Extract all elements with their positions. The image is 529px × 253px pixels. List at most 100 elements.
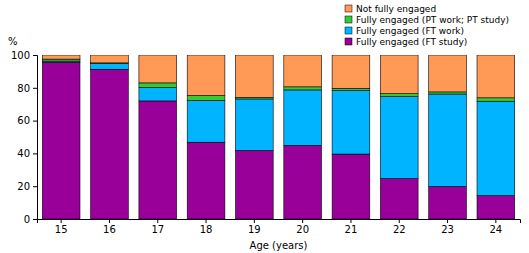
y-tick-label: 0 [24, 214, 30, 225]
bar-segment [139, 55, 177, 83]
x-tick: 18 [200, 219, 213, 235]
bar-segment [284, 145, 322, 219]
y-tick-mark [33, 121, 37, 122]
legend-label: Fully engaged (FT work) [356, 26, 464, 36]
x-tick: 16 [103, 219, 116, 235]
bar-segment [429, 92, 467, 94]
x-axis: 15 16 17 18 19 20 21 22 23 24 [38, 219, 521, 235]
bar-segment [284, 87, 322, 90]
bar-segment [91, 64, 129, 70]
x-tick: 23 [441, 219, 454, 235]
x-tick: 22 [393, 219, 406, 235]
bar-segment [380, 94, 418, 97]
bar-segment [477, 196, 515, 219]
legend: Not fully engagedFully engaged (PT work;… [345, 4, 509, 47]
legend-item: Fully engaged (FT work) [345, 26, 464, 36]
bar-segment [284, 55, 322, 87]
bars [42, 55, 514, 219]
bar-segment [332, 55, 370, 88]
y-tick-mark [33, 153, 37, 154]
legend-label: Not fully engaged [356, 4, 436, 14]
y-tick-mark [33, 88, 37, 89]
x-tick-mark [109, 219, 110, 223]
y-tick-label: 20 [17, 181, 30, 192]
y-tick-mark [33, 219, 37, 220]
bar-segment [139, 87, 177, 100]
x-axis-label: Age (years) [250, 240, 308, 251]
legend-item: Fully engaged (FT study) [345, 37, 467, 47]
x-tick-label: 24 [489, 224, 502, 235]
x-tick-label: 19 [248, 224, 261, 235]
plot-area: 0 20 40 60 80 100 15 16 17 18 19 20 21 22 23 24 [11, 50, 521, 235]
x-tick: 15 [55, 219, 68, 235]
bar-segment [236, 150, 274, 219]
bar-segment [236, 99, 274, 150]
bar-segment [477, 55, 515, 98]
x-tick-mark [254, 219, 255, 223]
y-tick-label: 80 [17, 83, 30, 94]
legend-swatch [345, 38, 352, 45]
bar-segment [91, 69, 129, 219]
y-tick-label: 60 [17, 115, 30, 126]
x-axis-line [38, 220, 521, 224]
x-tick: 21 [345, 219, 358, 235]
x-tick-mark [495, 219, 496, 223]
bar-segment [187, 96, 225, 101]
bar-segment [91, 55, 129, 63]
legend-swatch [345, 5, 352, 12]
y-tick: 20 [17, 181, 37, 192]
y-tick-mark [33, 186, 37, 187]
x-tick-label: 15 [55, 224, 68, 235]
legend-label: Fully engaged (FT study) [356, 37, 467, 47]
series-3 [42, 55, 514, 98]
x-tick-label: 23 [441, 224, 454, 235]
y-axis-line [33, 56, 38, 220]
legend-swatch [345, 27, 352, 34]
x-tick-label: 22 [393, 224, 406, 235]
x-tick-mark [302, 219, 303, 223]
x-tick-label: 21 [345, 224, 358, 235]
bar-segment [187, 100, 225, 142]
x-tick-mark [61, 219, 62, 223]
y-tick-label: 40 [17, 148, 30, 159]
bar-segment [477, 98, 515, 101]
y-tick: 0 [24, 214, 37, 225]
x-tick: 20 [296, 219, 309, 235]
bar-segment [236, 55, 274, 97]
bar-segment [380, 55, 418, 94]
bar-segment [429, 94, 467, 186]
bar-segment [429, 187, 467, 219]
bar-segment [42, 55, 80, 59]
legend-item: Not fully engaged [345, 4, 436, 14]
y-tick: 80 [17, 83, 37, 94]
x-tick-mark [447, 219, 448, 223]
bar-segment [380, 97, 418, 179]
bar-segment [332, 88, 370, 90]
y-tick-mark [33, 55, 37, 56]
bar-segment [429, 55, 467, 92]
x-tick-mark [206, 219, 207, 223]
x-tick-mark [350, 219, 351, 223]
bar-segment [477, 101, 515, 195]
x-tick-mark [157, 219, 158, 223]
x-tick: 24 [489, 219, 502, 235]
bar-segment [187, 142, 225, 219]
legend-item: Fully engaged (PT work; PT study) [345, 15, 509, 25]
bar-segment [187, 55, 225, 96]
bar-segment [42, 62, 80, 219]
y-axis: 0 20 40 60 80 100 [11, 50, 38, 225]
bar-segment [139, 83, 177, 88]
legend-swatch [345, 16, 352, 23]
x-tick-mark [399, 219, 400, 223]
bar-segment [139, 101, 177, 219]
y-tick: 100 [11, 50, 37, 61]
legend-label: Fully engaged (PT work; PT study) [356, 15, 509, 25]
x-tick-label: 18 [200, 224, 213, 235]
bar-segment [332, 91, 370, 154]
x-tick-label: 17 [151, 224, 164, 235]
bar-segment [380, 179, 418, 219]
x-tick-label: 16 [103, 224, 116, 235]
x-tick: 19 [248, 219, 261, 235]
x-tick: 17 [151, 219, 164, 235]
y-tick-label: 100 [11, 50, 30, 61]
